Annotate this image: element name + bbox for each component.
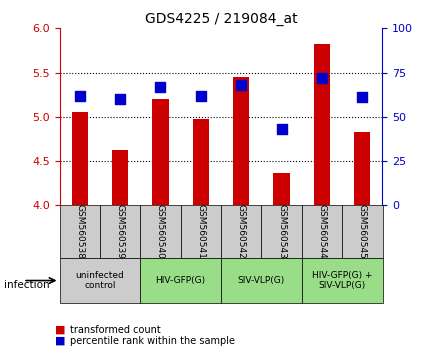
Point [197,93,204,98]
Point [116,96,123,102]
Title: GDS4225 / 219084_at: GDS4225 / 219084_at [144,12,298,26]
Text: percentile rank within the sample: percentile rank within the sample [70,336,235,346]
Text: SIV-VLP(G): SIV-VLP(G) [238,276,285,285]
Bar [193,120,209,205]
FancyBboxPatch shape [140,258,221,303]
Bar [273,172,289,205]
FancyBboxPatch shape [221,205,261,258]
Point [318,75,325,81]
Point [278,126,285,132]
FancyBboxPatch shape [100,205,140,258]
Bar [152,99,168,205]
FancyBboxPatch shape [181,205,221,258]
FancyBboxPatch shape [261,205,302,258]
Text: ■: ■ [55,336,66,346]
Text: GSM560544: GSM560544 [317,205,326,259]
Point [76,93,83,98]
FancyBboxPatch shape [302,205,342,258]
FancyBboxPatch shape [221,258,302,303]
Text: GSM560543: GSM560543 [277,204,286,259]
Bar [354,132,370,205]
Text: GSM560541: GSM560541 [196,204,205,259]
Text: infection: infection [4,280,50,290]
Bar [71,113,88,205]
FancyBboxPatch shape [60,258,140,303]
Bar [233,77,249,205]
FancyBboxPatch shape [342,205,382,258]
Text: HIV-GFP(G): HIV-GFP(G) [156,276,206,285]
Bar [112,150,128,205]
FancyBboxPatch shape [302,258,382,303]
Bar [314,44,330,205]
Point [238,82,244,88]
Text: ■: ■ [55,325,66,335]
FancyBboxPatch shape [60,205,100,258]
FancyBboxPatch shape [140,205,181,258]
Text: transformed count: transformed count [70,325,161,335]
Text: HIV-GFP(G) +
SIV-VLP(G): HIV-GFP(G) + SIV-VLP(G) [312,271,372,290]
Point [359,95,366,100]
Point [157,84,164,90]
Text: GSM560540: GSM560540 [156,204,165,259]
Text: GSM560539: GSM560539 [116,204,125,259]
Text: GSM560542: GSM560542 [237,205,246,259]
Text: GSM560538: GSM560538 [75,204,84,259]
Text: GSM560545: GSM560545 [358,204,367,259]
Text: uninfected
control: uninfected control [76,271,124,290]
